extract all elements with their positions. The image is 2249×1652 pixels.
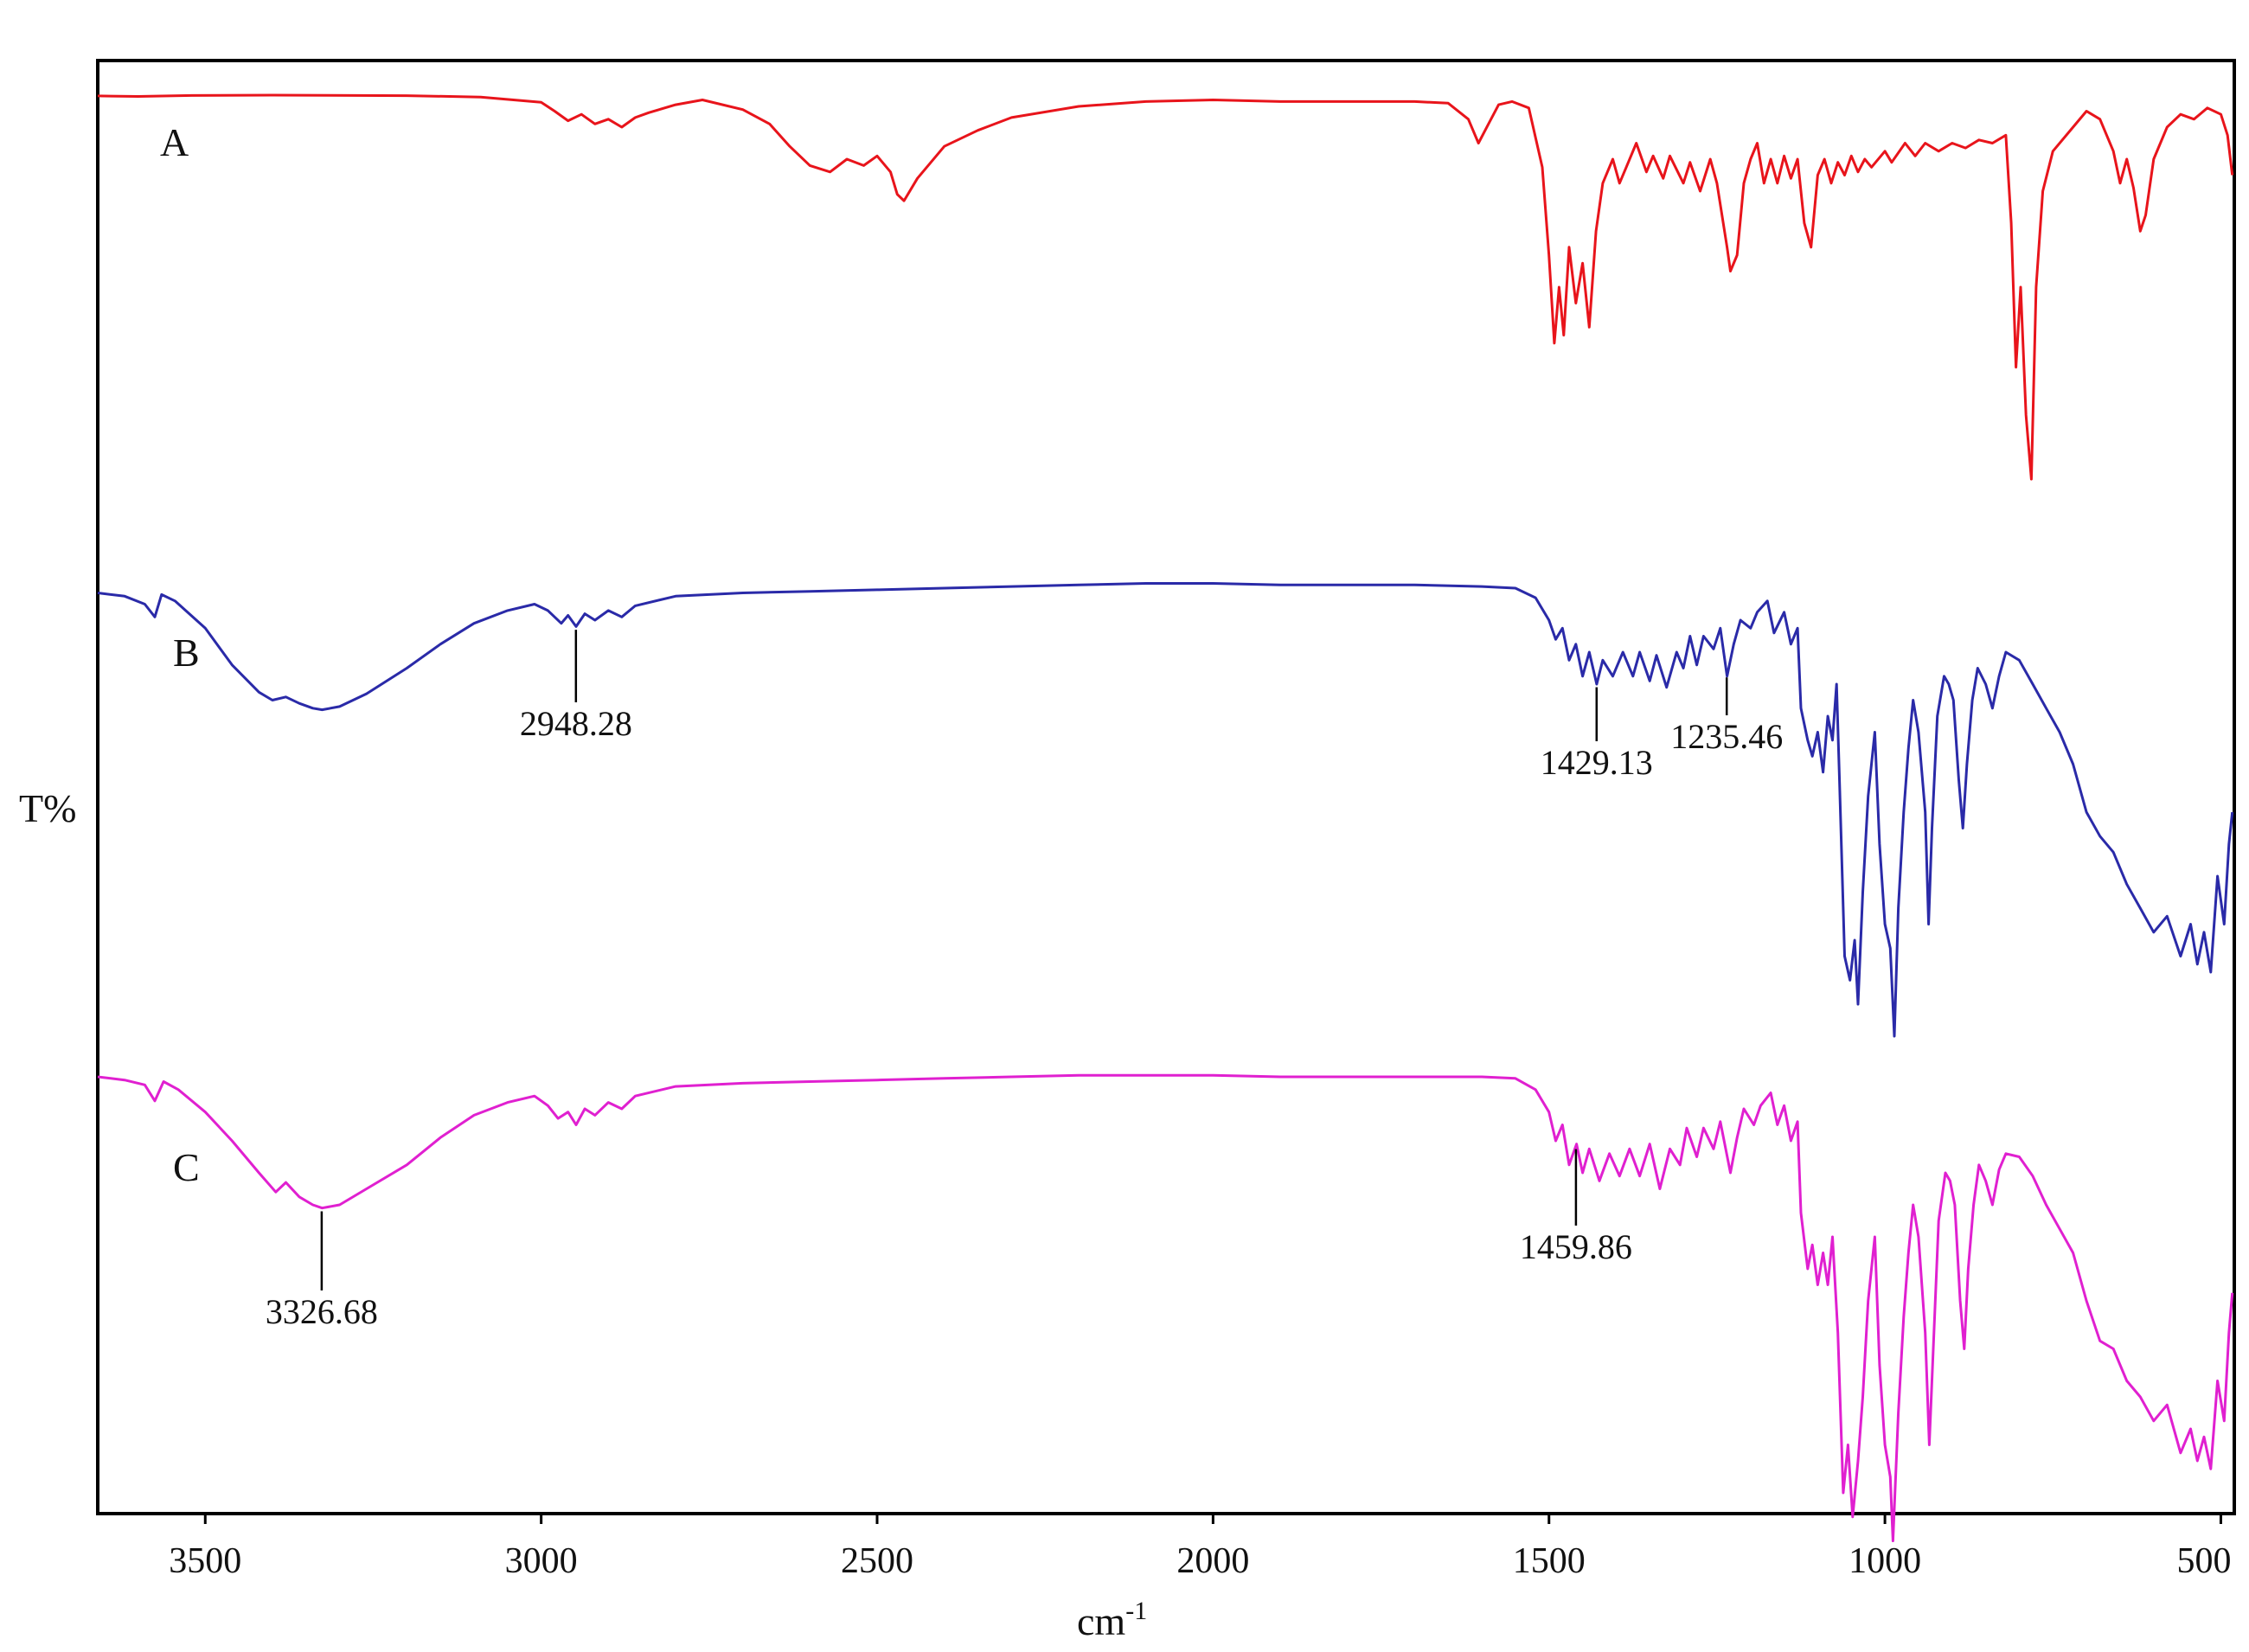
x-tick-label-3000: 3000 — [505, 1541, 578, 1581]
series-label-layer: A B C — [160, 120, 200, 1189]
annotation-label-1429-13: 1429.13 — [1541, 743, 1653, 782]
series-label-c: C — [173, 1145, 200, 1189]
series-line-a — [97, 93, 2234, 481]
series-label-a: A — [160, 120, 189, 164]
annotation-label-1459-86: 1459.86 — [1520, 1227, 1632, 1266]
x-tick-label-500: 500 — [2177, 1541, 2232, 1581]
annotation-label-2948-28: 2948.28 — [520, 704, 632, 743]
x-tick-label-2500: 2500 — [841, 1541, 913, 1581]
x-tick-label-1500: 1500 — [1513, 1541, 1586, 1581]
annotation-label-3326-68: 3326.68 — [266, 1292, 378, 1331]
plot-frame — [96, 59, 2236, 1515]
x-tick-label-2000: 2000 — [1176, 1541, 1249, 1581]
series-layer — [97, 93, 2234, 1542]
x-axis-label: cm-1 — [1077, 1597, 1147, 1643]
series-line-c — [97, 1073, 2234, 1542]
x-tick-label-1000: 1000 — [1849, 1541, 1921, 1581]
y-axis-label: T% — [19, 786, 76, 830]
series-line-b — [97, 582, 2234, 1038]
x-axis-label-base: cm — [1077, 1599, 1125, 1643]
x-tick-layer: 3500 3000 2500 2000 1500 1000 500 — [169, 1514, 2232, 1581]
x-axis-label-superscript: -1 — [1125, 1597, 1147, 1625]
x-tick-label-3500: 3500 — [169, 1541, 241, 1581]
annotation-label-1235-46: 1235.46 — [1670, 717, 1783, 756]
series-label-b: B — [173, 631, 200, 675]
annotation-layer: 2948.28 1429.13 1235.46 3326.68 1459.86 — [266, 630, 1783, 1331]
